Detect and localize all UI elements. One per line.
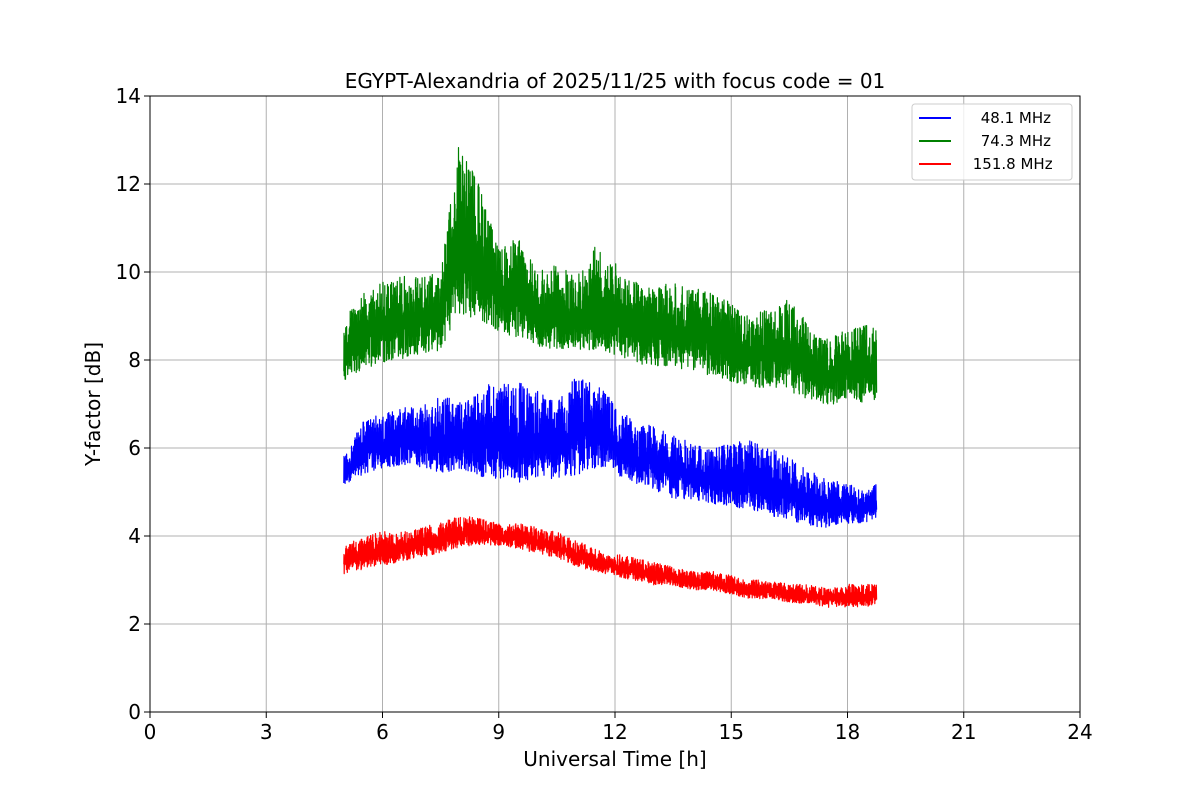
x-tick-label: 0 bbox=[144, 720, 157, 744]
legend-label-48mhz: 48.1 MHz bbox=[976, 109, 1051, 127]
y-axis-label: Y-factor [dB] bbox=[81, 342, 105, 467]
x-tick-label: 24 bbox=[1067, 720, 1092, 744]
x-axis-label: Universal Time [h] bbox=[523, 747, 706, 771]
legend: 48.1 MHz 74.3 MHz 151.8 MHz bbox=[911, 103, 1073, 181]
y-tick-label: 14 bbox=[116, 84, 141, 108]
y-tick-label: 12 bbox=[116, 172, 141, 196]
legend-frame bbox=[911, 103, 1073, 181]
x-tick-label: 18 bbox=[835, 720, 860, 744]
series-48mhz-line bbox=[343, 378, 878, 528]
series-151mhz-line bbox=[343, 516, 878, 608]
series-layer bbox=[343, 147, 878, 608]
x-tick-label: 21 bbox=[951, 720, 976, 744]
y-tick-label: 6 bbox=[128, 436, 141, 460]
x-tick-label: 6 bbox=[376, 720, 389, 744]
series-74mhz-line bbox=[343, 147, 878, 405]
y-tick-label: 0 bbox=[128, 700, 141, 724]
y-tick-label: 2 bbox=[128, 612, 141, 636]
x-tick-label: 9 bbox=[492, 720, 505, 744]
y-tick-label: 4 bbox=[128, 524, 141, 548]
legend-label-74mhz: 74.3 MHz bbox=[976, 132, 1051, 150]
y-tick-label: 8 bbox=[128, 348, 141, 372]
legend-label-151mhz: 151.8 MHz bbox=[968, 155, 1053, 173]
chart-title: EGYPT-Alexandria of 2025/11/25 with focu… bbox=[345, 69, 886, 93]
x-tick-label: 15 bbox=[719, 720, 744, 744]
x-tick-label: 3 bbox=[260, 720, 273, 744]
x-tick-label: 12 bbox=[602, 720, 627, 744]
y-tick-label: 10 bbox=[116, 260, 141, 284]
